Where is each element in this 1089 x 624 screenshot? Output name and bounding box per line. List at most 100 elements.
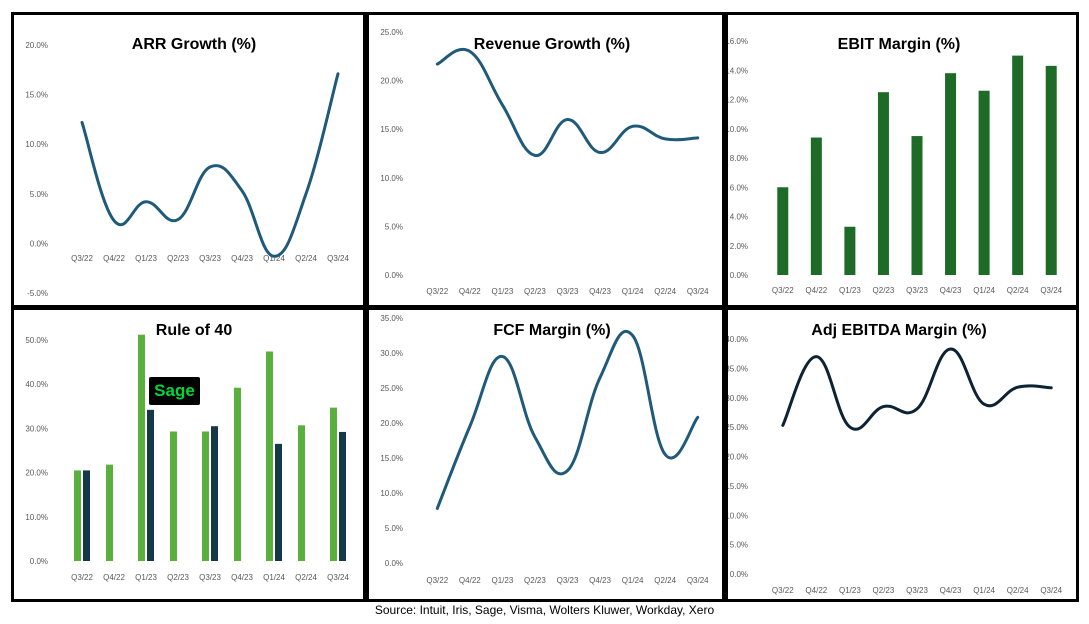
y-tick-label: 5.0%	[730, 541, 748, 550]
y-tick-label: 0.0%	[30, 239, 48, 248]
series-line	[435, 329, 700, 510]
y-tick-label: 0.0%	[730, 271, 748, 280]
x-tick-label: Q3/23	[906, 286, 928, 295]
bar	[211, 426, 218, 561]
x-tick-label: Q1/23	[135, 254, 157, 263]
y-tick-label: 25.0%	[380, 28, 403, 37]
x-tick-label: Q3/23	[199, 254, 221, 263]
x-tick-label: Q4/23	[589, 576, 611, 585]
x-tick-label: Q1/23	[839, 286, 861, 295]
y-tick-label: 10.0%	[728, 125, 748, 134]
x-tick-label: Q4/22	[103, 573, 125, 582]
x-tick-label: Q3/22	[772, 586, 794, 595]
x-tick-label: Q2/23	[873, 586, 895, 595]
y-tick-label: 16.0%	[728, 37, 748, 46]
y-tick-label: 0.0%	[385, 559, 403, 568]
panel-rule-of-40: Rule of 40 50.0% 40.0% 30.0% 20.0% 10.0% 0.0% Q…	[11, 307, 366, 602]
y-tick-label: 5.0%	[385, 524, 403, 533]
x-tick-label: Q3/24	[327, 573, 349, 582]
chart-arr-growth: ARR Growth (%) 20.0% 15.0% 10.0% 5.0% 0.0% -5.…	[25, 36, 349, 298]
x-tick-label: Q3/23	[199, 573, 221, 582]
y-tick-label: 25.0%	[728, 423, 748, 432]
y-tick-label: 30.0%	[728, 394, 748, 403]
x-tick-label: Q3/24	[327, 254, 349, 263]
x-tick-label: Q3/22	[71, 573, 93, 582]
y-tick-label: 12.0%	[728, 96, 748, 105]
y-tick-label: 15.0%	[380, 454, 403, 463]
bar	[83, 470, 90, 561]
chart-rule-of-40: Rule of 40 50.0% 40.0% 30.0% 20.0% 10.0% 0.0% Q…	[25, 322, 349, 582]
x-tick-label: Q3/23	[906, 586, 928, 595]
x-tick-label: Q1/24	[973, 286, 995, 295]
y-tick-label: 10.0%	[728, 511, 748, 520]
chart-revenue-growth: Revenue Growth (%) 25.0% 20.0% 15.0% 10.0% 5.…	[380, 28, 709, 296]
y-tick-label: 2.0%	[730, 242, 748, 251]
series-line	[80, 72, 340, 258]
y-tick-label: 10.0%	[25, 513, 48, 522]
bar	[911, 136, 923, 275]
x-tick-label: Q4/22	[805, 586, 827, 595]
chart-title-arr: ARR Growth (%)	[132, 36, 256, 53]
x-tick-label: Q4/23	[589, 287, 611, 296]
y-tick-label: 15.0%	[728, 482, 748, 491]
x-tick-label: Q1/24	[973, 586, 995, 595]
x-tick-label: Q4/22	[459, 287, 481, 296]
panel-revenue-growth: Revenue Growth (%) 25.0% 20.0% 15.0% 10.0% 5.…	[366, 12, 725, 308]
y-tick-label: 50.0%	[25, 336, 48, 345]
y-tick-label: 20.0%	[380, 419, 403, 428]
panel-ebit-margin: EBIT Margin (%) 16.0% 14.0% 12.0% 10.0% 8.0% 6…	[725, 12, 1079, 308]
x-tick-label: Q3/23	[557, 287, 579, 296]
x-tick-label: Q1/23	[491, 576, 513, 585]
y-tick-label: 0.0%	[30, 557, 48, 566]
x-tick-label: Q4/22	[805, 286, 827, 295]
y-tick-label: 40.0%	[25, 380, 48, 389]
x-tick-label: Q1/23	[839, 586, 861, 595]
y-tick-label: 35.0%	[380, 314, 403, 323]
bar	[275, 443, 282, 561]
x-tick-label: Q1/23	[491, 287, 513, 296]
panel-fcf-margin: FCF Margin (%) 35.0% 30.0% 25.0% 20.0% 15.0% 1…	[366, 307, 725, 602]
x-tick-label: Q4/22	[459, 576, 481, 585]
bar	[877, 92, 889, 275]
bar	[844, 226, 856, 275]
x-tick-label: Q2/23	[873, 286, 895, 295]
chart-title-ebit: EBIT Margin (%)	[838, 36, 961, 53]
x-tick-label: Q3/24	[687, 576, 709, 585]
x-tick-label: Q2/23	[524, 287, 546, 296]
bar	[138, 334, 145, 561]
y-tick-label: 14.0%	[728, 66, 748, 75]
y-tick-label: 15.0%	[25, 91, 48, 100]
chart-title-ebitda: Adj EBITDA Margin (%)	[811, 322, 986, 339]
chart-title-fcf: FCF Margin (%)	[493, 322, 610, 339]
source-note: Source: Intuit, Iris, Sage, Visma, Wolte…	[374, 603, 715, 617]
y-tick-label: 0.0%	[730, 570, 748, 579]
x-tick-label: Q3/24	[687, 287, 709, 296]
chart-title-revenue: Revenue Growth (%)	[474, 36, 630, 53]
x-tick-label: Q3/22	[772, 286, 794, 295]
y-tick-label: 10.0%	[380, 489, 403, 498]
x-tick-label: Q3/23	[557, 576, 579, 585]
y-tick-label: 20.0%	[380, 77, 403, 86]
x-tick-label: Q1/24	[263, 254, 285, 263]
y-tick-label: 20.0%	[25, 469, 48, 478]
sage-logo-text: Sage	[154, 381, 195, 400]
x-tick-label: Q1/24	[263, 573, 285, 582]
y-tick-label: 5.0%	[30, 190, 48, 199]
bar	[339, 431, 346, 561]
panel-arr-growth: ARR Growth (%) 20.0% 15.0% 10.0% 5.0% 0.0% -5.…	[11, 12, 366, 308]
bar	[234, 387, 241, 561]
chart-adj-ebitda-margin: Adj EBITDA Margin (%) 40.0% 35.0% 30.0% 25.0…	[728, 322, 1063, 595]
series-line	[781, 347, 1053, 431]
chart-title-rule40: Rule of 40	[156, 322, 233, 339]
bar	[298, 425, 305, 561]
series-line	[435, 48, 700, 157]
x-tick-label: Q3/24	[1040, 286, 1062, 295]
x-tick-label: Q1/24	[622, 287, 644, 296]
x-tick-label: Q4/23	[940, 586, 962, 595]
x-tick-label: Q3/22	[71, 254, 93, 263]
bar	[945, 73, 957, 275]
x-tick-label: Q2/23	[167, 254, 189, 263]
y-tick-label: 40.0%	[728, 335, 748, 344]
x-tick-label: Q2/24	[654, 576, 676, 585]
chart-ebit-margin: EBIT Margin (%) 16.0% 14.0% 12.0% 10.0% 8.0% 6…	[728, 36, 1063, 295]
